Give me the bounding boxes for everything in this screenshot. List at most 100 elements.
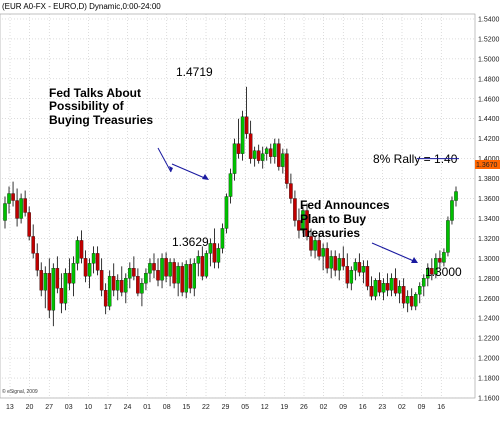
x-tick-label: 20 (26, 404, 34, 411)
candle-body (393, 278, 398, 294)
candle (317, 233, 321, 261)
candle-body (204, 253, 209, 277)
chart-title: (EUR A0-FX - EURO,D) Dynamic,0:00-24:00 (2, 2, 161, 11)
candle-body (377, 280, 382, 293)
candle (256, 144, 261, 164)
x-axis-ticks: 13 20 27 03 10 17 24 01 08 15 22 29 05 12 19 26 02 09 16 23… (6, 404, 445, 411)
candle-body (39, 270, 43, 291)
candle-body (232, 143, 237, 174)
x-tick-label: 09 (339, 404, 347, 411)
candle-body (148, 263, 152, 274)
candle-body (59, 288, 64, 304)
candle-body (75, 240, 80, 264)
price-badge: 1.3670 (475, 160, 500, 169)
candle-body (140, 283, 144, 294)
x-tick-label: 27 (45, 404, 53, 411)
candle (422, 274, 426, 297)
candle (281, 148, 285, 174)
candle (156, 258, 160, 287)
x-tick-label: 29 (222, 404, 230, 411)
candle-body (369, 286, 374, 297)
candle-body (47, 273, 52, 311)
candle-body (224, 196, 229, 229)
fed-talks-line-1: Fed Talks About (49, 86, 141, 100)
candle (321, 243, 325, 271)
y-tick-label: 1.3200 (478, 236, 500, 243)
candle-body (156, 270, 160, 281)
candle-body (240, 116, 245, 154)
candle (313, 236, 317, 259)
candle-body (357, 262, 362, 273)
candles (3, 86, 458, 327)
candle-body (333, 256, 337, 271)
candle-body (446, 220, 450, 253)
candle (111, 263, 116, 297)
candle-body (325, 248, 329, 269)
candle-body (337, 258, 341, 271)
candle-body (71, 263, 76, 284)
y-tick-label: 1.2000 (478, 356, 500, 363)
candle-body (321, 248, 325, 257)
candle (208, 238, 213, 267)
candle-body (385, 283, 390, 291)
candle-body (228, 173, 233, 197)
candle (35, 243, 39, 277)
fed-announces-arrow (371, 242, 418, 263)
candle-body (426, 268, 430, 279)
candle (426, 263, 430, 287)
candle (442, 248, 446, 267)
candle (244, 86, 249, 139)
candle-body (409, 296, 414, 307)
candle-body (7, 193, 11, 204)
candle-body (317, 240, 321, 257)
candle (43, 266, 48, 309)
candle (99, 258, 104, 297)
candle (180, 262, 184, 297)
grid-lines (2, 14, 475, 399)
candle-body (31, 236, 35, 254)
candle (55, 256, 60, 294)
candle (204, 250, 209, 279)
candle-body (341, 258, 345, 267)
candle-body (55, 268, 60, 289)
fed-talks-line-2: Possibility of (49, 99, 125, 113)
y-axis-ticks: 1.5400 1.5200 1.5000 1.4800 1.4600 1.4400 1.42… (478, 16, 500, 402)
candle-body (35, 253, 39, 271)
x-tick-label: 05 (241, 404, 249, 411)
candle (385, 273, 390, 297)
x-tick-label: 22 (202, 404, 210, 411)
y-tick-label: 1.3600 (478, 196, 500, 203)
candle (413, 292, 418, 311)
candle-body (212, 243, 217, 263)
candle-body (313, 240, 317, 251)
candle (409, 288, 414, 311)
candle-body (208, 243, 213, 254)
candle-body (124, 278, 128, 293)
x-tick-label: 23 (378, 404, 386, 411)
candle-body (188, 264, 192, 289)
candle (329, 250, 333, 279)
candle-body (164, 258, 168, 277)
candle (418, 282, 422, 304)
y-tick-label: 1.2400 (478, 316, 500, 323)
candle (454, 186, 458, 207)
peak-price-label: 1.4719 (176, 65, 213, 79)
candle-body (184, 264, 188, 293)
candle (216, 243, 221, 269)
y-tick-label: 1.4600 (478, 96, 500, 103)
candle-body (329, 256, 333, 269)
candle-body (116, 280, 120, 291)
x-tick-label: 03 (65, 404, 73, 411)
candle (325, 242, 329, 274)
candle (192, 258, 197, 297)
candle-body (305, 210, 309, 237)
candle (438, 250, 442, 269)
candle-body (172, 262, 176, 284)
candle (405, 290, 410, 313)
x-tick-label: 02 (398, 404, 406, 411)
y-tick-label: 1.4800 (478, 76, 500, 83)
candle (184, 260, 188, 299)
candle (289, 173, 293, 204)
candle-body (87, 263, 92, 277)
